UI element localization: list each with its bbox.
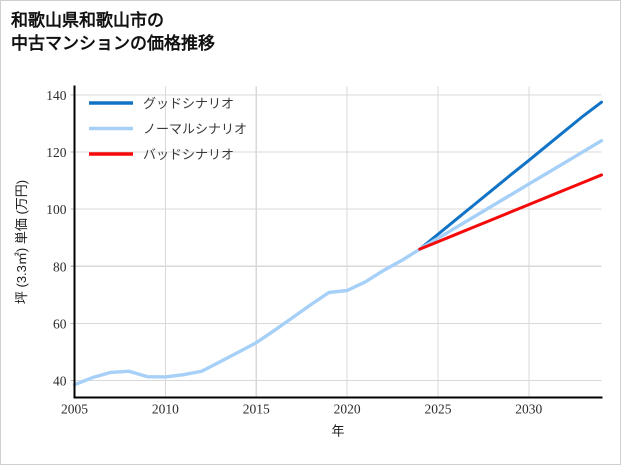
y-tick-label: 40 bbox=[53, 373, 67, 388]
y-tick-label: 120 bbox=[46, 145, 67, 160]
x-axis-title: 年 bbox=[331, 424, 344, 439]
y-axis-tick-labels: 40 60 80 100 120 140 bbox=[46, 88, 67, 388]
y-tick-label: 100 bbox=[46, 202, 67, 217]
y-tick-label: 140 bbox=[46, 88, 67, 103]
axis-spines bbox=[73, 85, 603, 399]
legend-label: ノーマルシナリオ bbox=[143, 122, 247, 137]
x-tick-label: 2025 bbox=[424, 402, 451, 417]
axis-titles: 年 坪 (3.3㎡) 単価 (万円) bbox=[14, 180, 345, 439]
x-axis-tick-labels: 2005 2010 2015 2020 2025 2030 bbox=[61, 402, 543, 417]
series-line-good bbox=[418, 100, 603, 251]
x-tick-label: 2030 bbox=[515, 402, 542, 417]
y-tick-label: 60 bbox=[53, 316, 67, 331]
x-tick-label: 2005 bbox=[61, 402, 88, 417]
page-title: 和歌山県和歌山市の 中古マンションの価格推移 bbox=[11, 11, 215, 54]
x-tick-label: 2010 bbox=[152, 402, 179, 417]
series-group bbox=[72, 100, 604, 387]
series-line-bad bbox=[418, 173, 603, 251]
legend-label: グッドシナリオ bbox=[143, 96, 234, 111]
x-tick-label: 2015 bbox=[243, 402, 270, 417]
legend-label: バッドシナリオ bbox=[143, 147, 234, 162]
x-tick-label: 2020 bbox=[334, 402, 361, 417]
y-axis-title: 坪 (3.3㎡) 単価 (万円) bbox=[14, 180, 29, 304]
series-line-normal bbox=[72, 139, 604, 387]
y-tick-label: 80 bbox=[53, 259, 67, 274]
